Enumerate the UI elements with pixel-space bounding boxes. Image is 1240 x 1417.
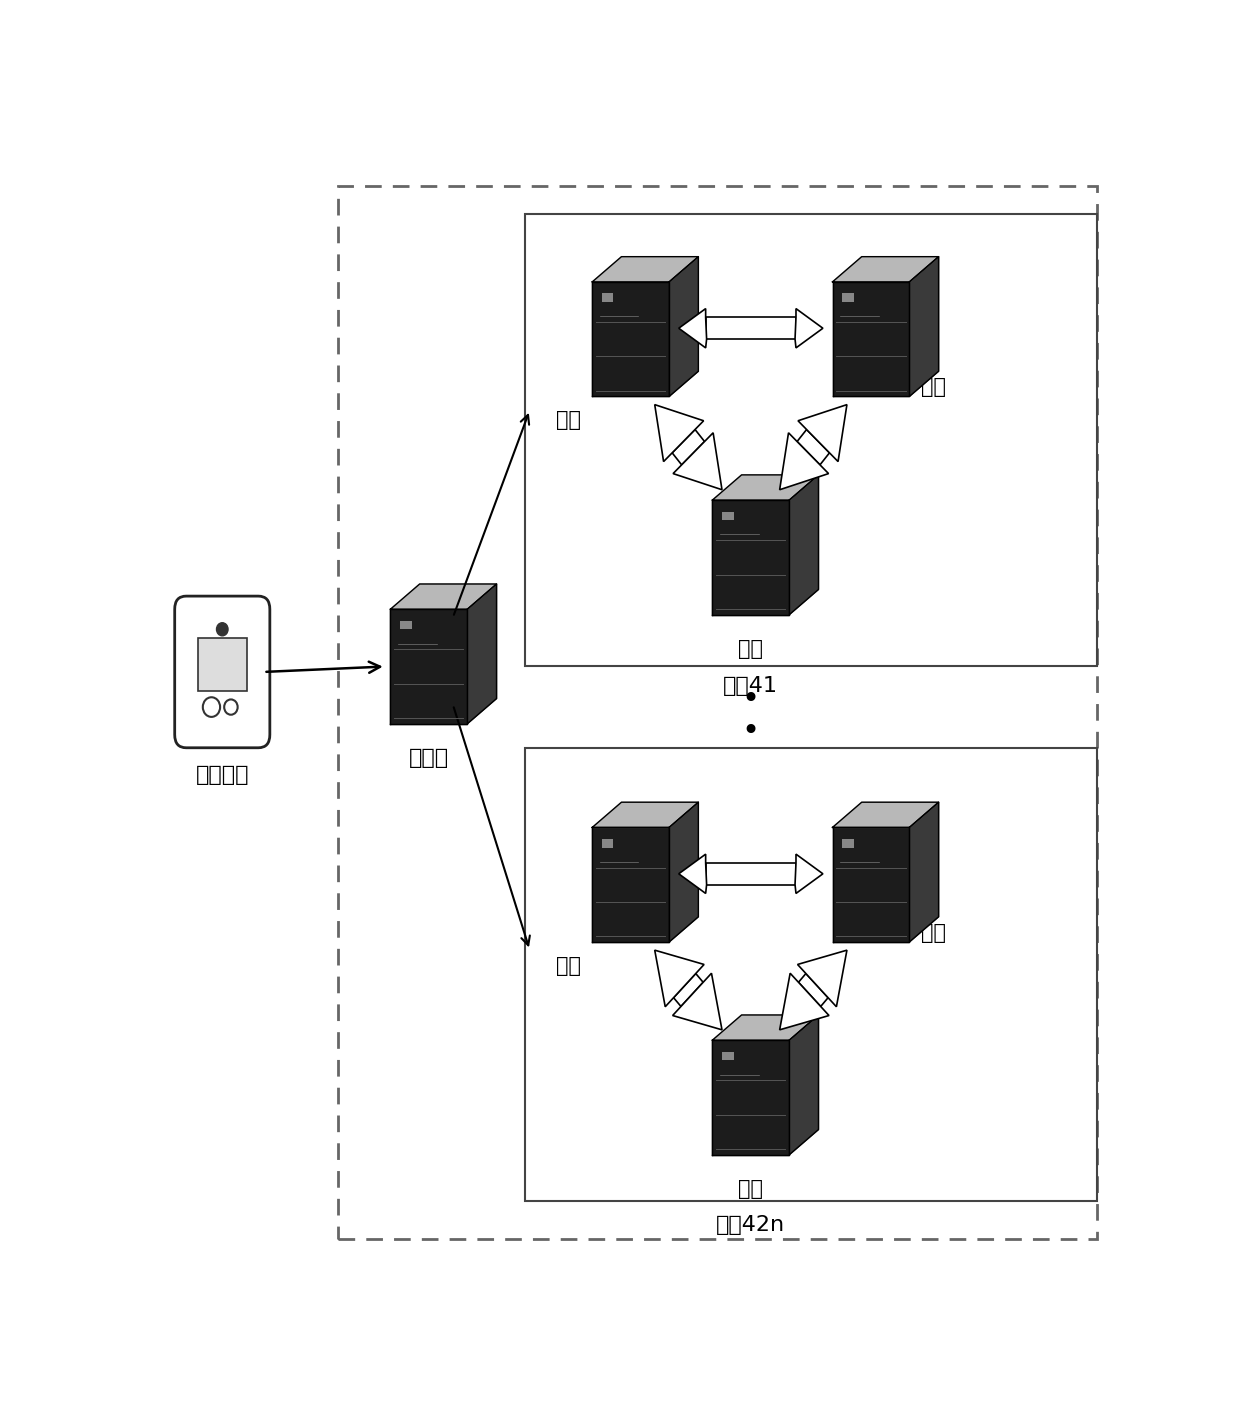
Bar (525, 214, 1096, 666)
Text: 从机: 从机 (738, 1179, 764, 1199)
Polygon shape (655, 405, 703, 462)
Polygon shape (832, 282, 909, 397)
Polygon shape (678, 309, 707, 349)
Polygon shape (670, 802, 698, 942)
Bar (706, 863, 796, 884)
Polygon shape (795, 854, 823, 894)
Polygon shape (593, 282, 670, 397)
Text: 用户终端: 用户终端 (196, 765, 249, 785)
Polygon shape (712, 1040, 789, 1155)
Text: 服务器: 服务器 (409, 748, 449, 768)
Polygon shape (799, 405, 847, 462)
Polygon shape (797, 951, 847, 1006)
Polygon shape (593, 802, 698, 828)
Polygon shape (909, 802, 939, 942)
FancyBboxPatch shape (601, 839, 614, 847)
FancyBboxPatch shape (722, 512, 734, 520)
Text: 从机: 从机 (921, 377, 946, 397)
FancyBboxPatch shape (401, 621, 412, 629)
Text: 主机: 主机 (556, 955, 580, 976)
Polygon shape (391, 584, 496, 609)
Circle shape (203, 697, 221, 717)
Polygon shape (391, 609, 467, 724)
Circle shape (217, 622, 228, 636)
Polygon shape (789, 475, 818, 615)
FancyBboxPatch shape (601, 293, 614, 302)
FancyBboxPatch shape (722, 1051, 734, 1060)
Polygon shape (795, 309, 823, 349)
Polygon shape (672, 429, 704, 465)
Polygon shape (909, 256, 939, 397)
Polygon shape (593, 828, 670, 942)
Text: 主机: 主机 (556, 410, 580, 431)
Polygon shape (789, 1015, 818, 1155)
Polygon shape (670, 256, 698, 397)
Polygon shape (799, 973, 828, 1006)
FancyBboxPatch shape (197, 638, 247, 690)
Polygon shape (593, 256, 698, 282)
Text: 分片42n: 分片42n (717, 1216, 785, 1236)
Bar (337, 187, 1097, 1240)
Bar (525, 748, 1096, 1202)
Polygon shape (797, 429, 830, 465)
Polygon shape (832, 828, 909, 942)
FancyBboxPatch shape (842, 293, 853, 302)
Polygon shape (655, 951, 704, 1006)
Polygon shape (780, 432, 828, 490)
Text: 从机: 从机 (921, 922, 946, 942)
Text: •: • (742, 684, 760, 714)
Polygon shape (780, 973, 830, 1030)
Text: 分片41: 分片41 (723, 676, 779, 696)
Polygon shape (712, 475, 818, 500)
Polygon shape (673, 973, 703, 1006)
Polygon shape (467, 584, 496, 724)
Text: 从机: 从机 (738, 639, 764, 659)
FancyBboxPatch shape (175, 597, 270, 748)
Polygon shape (673, 432, 722, 490)
Polygon shape (712, 1015, 818, 1040)
Polygon shape (672, 973, 722, 1030)
FancyBboxPatch shape (842, 839, 853, 847)
Bar (706, 317, 796, 339)
Circle shape (224, 700, 238, 714)
Polygon shape (832, 802, 939, 828)
Polygon shape (832, 256, 939, 282)
Polygon shape (678, 854, 707, 894)
Text: •: • (742, 717, 760, 747)
Polygon shape (712, 500, 789, 615)
